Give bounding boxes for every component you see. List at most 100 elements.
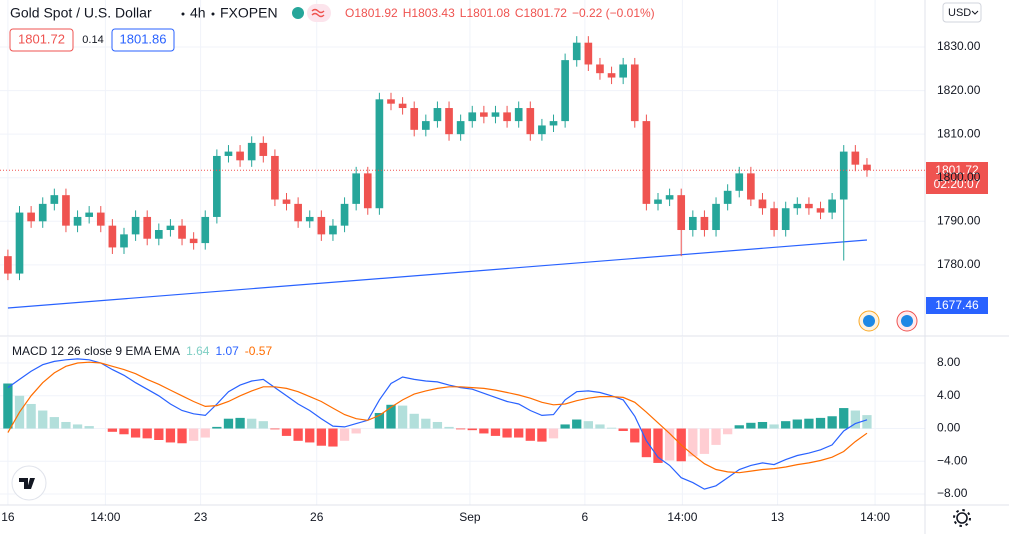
histogram-bar bbox=[177, 428, 187, 444]
candle-body bbox=[433, 108, 442, 122]
histogram-bar bbox=[804, 418, 814, 429]
candle-body bbox=[50, 195, 59, 204]
histogram-bar bbox=[502, 428, 512, 438]
histogram-bar bbox=[351, 428, 361, 434]
histogram-bar bbox=[189, 428, 199, 441]
candle-body bbox=[596, 64, 604, 74]
candle-body bbox=[247, 142, 256, 161]
ohlc-key: C bbox=[515, 6, 524, 20]
candle-body bbox=[398, 103, 407, 109]
ohlc-legend: O1801.92 H1803.43 L1801.08 C1801.72 −0.22 (−… bbox=[345, 6, 655, 20]
candle-body bbox=[747, 173, 755, 200]
signal-value: -0.57 bbox=[245, 344, 273, 358]
histogram-bar bbox=[26, 403, 36, 429]
candle-body bbox=[352, 173, 360, 204]
ohlc-key: O bbox=[345, 6, 354, 20]
candle-body bbox=[259, 142, 268, 156]
histogram-bar bbox=[386, 404, 396, 429]
candle-body bbox=[654, 199, 662, 204]
histogram-bar bbox=[815, 417, 826, 429]
candle-body bbox=[723, 190, 732, 204]
histogram-bar bbox=[421, 418, 431, 429]
candle-body bbox=[828, 199, 836, 213]
histogram-bar bbox=[653, 428, 663, 463]
ohlc-value: 1801.08 bbox=[466, 6, 510, 20]
ask-box[interactable] bbox=[111, 28, 175, 52]
candle-body bbox=[387, 99, 395, 104]
ohlc-key: L bbox=[460, 6, 467, 20]
candle-body bbox=[282, 199, 291, 204]
y-tick-label: 1790.00 bbox=[937, 213, 981, 227]
histogram-bar bbox=[734, 425, 744, 429]
separator-dot bbox=[211, 12, 215, 16]
histogram-bar bbox=[3, 383, 13, 429]
histogram-bar bbox=[154, 428, 164, 440]
candle-body bbox=[758, 199, 767, 209]
histogram-bar bbox=[293, 428, 303, 441]
event-flag-inner bbox=[863, 315, 875, 327]
histogram-bar bbox=[235, 417, 245, 429]
trend-line bbox=[7, 239, 868, 309]
candle-body bbox=[224, 151, 233, 156]
bid-box[interactable] bbox=[9, 28, 74, 52]
symbol: Gold Spot / U.S. Dollar bbox=[10, 5, 152, 21]
candle-body bbox=[468, 112, 477, 122]
candle-body bbox=[143, 216, 152, 239]
x-tick-label: 23 bbox=[194, 510, 208, 524]
candle-body bbox=[154, 230, 163, 239]
candle-body bbox=[781, 208, 790, 231]
settings-button[interactable] bbox=[953, 509, 971, 527]
ohlc-key: H bbox=[403, 6, 412, 20]
y-tick-label: 1820.00 bbox=[937, 83, 981, 97]
histogram-bar bbox=[328, 428, 338, 447]
signal-line bbox=[7, 361, 868, 474]
histogram-bar bbox=[618, 428, 628, 431]
candle-body bbox=[665, 195, 674, 200]
candle-body bbox=[178, 225, 186, 239]
currency-button[interactable] bbox=[942, 2, 982, 23]
histogram-bar bbox=[723, 428, 733, 435]
histogram-bar bbox=[444, 426, 454, 429]
histogram-bar bbox=[165, 428, 176, 443]
histogram-bar bbox=[316, 428, 326, 446]
histogram-bar bbox=[525, 428, 535, 441]
histogram-bar bbox=[711, 428, 721, 445]
indicator-icon-glyph bbox=[311, 8, 325, 18]
candle-body bbox=[735, 173, 744, 191]
candle-body bbox=[85, 212, 93, 217]
y-tick-label: 8.00 bbox=[937, 355, 961, 369]
candle-body bbox=[73, 216, 82, 226]
candle-body bbox=[120, 234, 128, 248]
candle-body bbox=[805, 203, 813, 209]
indicator-icon[interactable] bbox=[307, 4, 331, 22]
candle-body bbox=[770, 208, 778, 231]
histogram-bar bbox=[572, 419, 582, 429]
histogram-bar bbox=[664, 428, 675, 461]
gear bbox=[956, 512, 968, 524]
y-tick-label: 0.00 bbox=[937, 421, 961, 435]
separator-dot bbox=[181, 12, 185, 16]
candle-body bbox=[62, 195, 70, 226]
tradingview-logo[interactable] bbox=[11, 465, 47, 501]
histogram-bar bbox=[49, 417, 59, 429]
histogram-bar bbox=[688, 428, 698, 457]
macd-legend: MACD 12 26 close 9 EMA EMA 1.64 1.07 -0.57 bbox=[12, 344, 272, 358]
ask: 1801.86 bbox=[120, 31, 167, 46]
candle-body bbox=[607, 73, 616, 78]
histogram-bar bbox=[781, 421, 791, 429]
gear-teeth bbox=[953, 509, 971, 527]
x-tick-label: 13 bbox=[771, 510, 785, 524]
histogram-bar bbox=[223, 418, 234, 429]
candle-body bbox=[793, 203, 802, 209]
x-tick-label: 26 bbox=[310, 510, 324, 524]
histogram-bar bbox=[862, 415, 872, 429]
candle-body bbox=[329, 225, 337, 235]
candle-body bbox=[677, 195, 686, 231]
histogram-bar bbox=[258, 421, 268, 429]
histogram-bar bbox=[270, 428, 280, 430]
market-status-icon[interactable] bbox=[292, 7, 304, 19]
candle-body bbox=[863, 164, 871, 171]
candle-body bbox=[688, 216, 697, 231]
x-tick-label: 6 bbox=[582, 510, 589, 524]
histogram-bar bbox=[38, 410, 48, 429]
